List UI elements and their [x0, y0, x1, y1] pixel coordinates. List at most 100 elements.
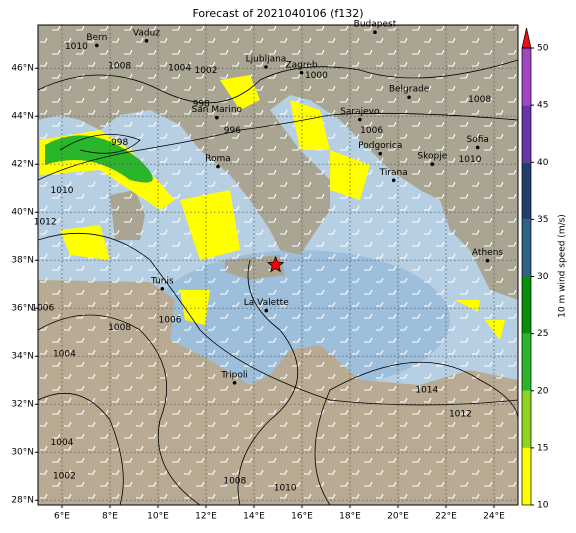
isobar-label: 1010: [459, 155, 482, 165]
y-tick-label: 28°N: [11, 496, 34, 506]
colorbar-segment: [522, 105, 531, 163]
x-tick-label: 16°E: [291, 512, 313, 522]
city-label: Belgrade: [389, 85, 430, 95]
colorbar-tick-label: 30: [537, 272, 549, 282]
city-dot: [215, 115, 219, 120]
city-dot: [95, 43, 99, 48]
city-dot: [391, 178, 396, 183]
city-label: Sofia: [466, 135, 488, 145]
city-dot: [264, 65, 268, 69]
city-dot: [160, 286, 165, 291]
y-tick-label: 46°N: [11, 64, 34, 74]
y-tick-label: 44°N: [11, 112, 34, 122]
isobar-label: 996: [224, 126, 241, 136]
y-tick-label: 42°N: [11, 160, 34, 170]
colorbar-segment: [522, 390, 531, 448]
isobar-label: 998: [111, 138, 128, 148]
isobar: [38, 59, 518, 104]
isobar-label: 1002: [195, 66, 218, 76]
city-label: Zagreb: [285, 60, 317, 70]
colorbar-tick-label: 10: [537, 501, 549, 511]
isobar-label: 1008: [108, 61, 131, 71]
city-dot: [299, 70, 304, 75]
y-tick-label: 36°N: [11, 304, 34, 314]
x-tick-label: 12°E: [195, 512, 217, 522]
isobar: [237, 259, 299, 505]
colorbar-tick-label: 45: [537, 101, 548, 111]
isobar-label: 1010: [65, 42, 88, 52]
x-tick-label: 6°E: [54, 512, 70, 522]
colorbar-tick-label: 50: [537, 44, 549, 54]
x-tick-label: 22°E: [435, 512, 457, 522]
city-dot: [264, 308, 269, 313]
city-dot: [144, 39, 149, 43]
isobar-label: 1012: [34, 217, 57, 227]
city-dot: [358, 117, 362, 122]
city-label: La Valette: [244, 298, 289, 308]
x-tick-label: 14°E: [243, 512, 265, 522]
x-tick-label: 18°E: [339, 512, 361, 522]
isobar-label: 1014: [415, 385, 438, 395]
city-dot: [373, 30, 377, 34]
x-tick-label: 20°E: [387, 512, 409, 522]
colorbar-segment: [522, 447, 531, 505]
colorbar: 10 15 20 25 30 35 40 45 50: [521, 27, 549, 511]
city-label: Sarajevo: [340, 107, 380, 117]
city-dot: [485, 258, 490, 263]
colorbar-label: 10 m wind speed (m/s): [558, 214, 568, 318]
isobar-label: 1010: [274, 484, 297, 494]
city-dot: [216, 164, 220, 169]
isobar-label: 1008: [468, 95, 491, 105]
city-label: San Marino: [192, 105, 243, 115]
isobar-label: 1006: [159, 316, 182, 326]
isobar-label: 1012: [449, 409, 472, 419]
colorbar-tick-label: 25: [537, 329, 548, 339]
colorbar-segment: [522, 333, 531, 391]
colorbar-tick-label: 35: [537, 215, 548, 225]
colorbar-segment: [522, 48, 531, 106]
isobar: [38, 112, 518, 181]
isobar-label: 1004: [53, 349, 76, 359]
isobar-label: 1004: [168, 64, 191, 74]
colorbar-tick-label: 40: [537, 158, 549, 168]
isobar-label: 1010: [51, 186, 74, 196]
y-tick-label: 38°N: [11, 256, 34, 266]
isobar-label: 1002: [53, 472, 76, 482]
city-label: Ljubljana: [246, 55, 287, 65]
isobar-label: 1006: [31, 304, 54, 314]
x-tick-label: 10°E: [147, 512, 169, 522]
isobar-label: 1008: [223, 477, 246, 487]
isobar-label: 998: [193, 100, 210, 110]
city-label: Vaduz: [133, 28, 160, 38]
city-dot: [430, 162, 435, 166]
city-label: Tunis: [150, 276, 174, 286]
city-label: Tripoli: [220, 370, 248, 380]
city-dot: [407, 95, 411, 100]
isobar: [38, 232, 518, 406]
colorbar-segment: [522, 276, 531, 334]
city-dot: [232, 381, 237, 385]
y-tick-label: 32°N: [11, 400, 34, 410]
isobar: [314, 361, 518, 505]
map-frame: [37, 24, 519, 506]
city-label: Podgorica: [358, 141, 402, 151]
isobar: [59, 134, 141, 154]
isobar-label: 1004: [51, 438, 74, 448]
map-title: Forecast of 2021040106 (f132): [192, 7, 363, 20]
isobar-label: 1008: [108, 323, 131, 333]
colorbar-extend: [521, 27, 532, 49]
colorbar-tick-label: 15: [537, 443, 548, 453]
colorbar-segment: [522, 219, 531, 277]
isobar-label: 1000: [305, 71, 328, 81]
colorbar-segment: [522, 162, 531, 220]
y-tick-label: 30°N: [11, 448, 34, 458]
colorbar-tick-label: 20: [537, 386, 549, 396]
x-tick-label: 8°E: [102, 512, 118, 522]
city-label: Skopje: [417, 152, 447, 162]
x-tick-label: 24°E: [483, 512, 505, 522]
location-star: [266, 255, 285, 273]
city-label: Roma: [205, 154, 231, 164]
city-dot: [378, 151, 383, 156]
